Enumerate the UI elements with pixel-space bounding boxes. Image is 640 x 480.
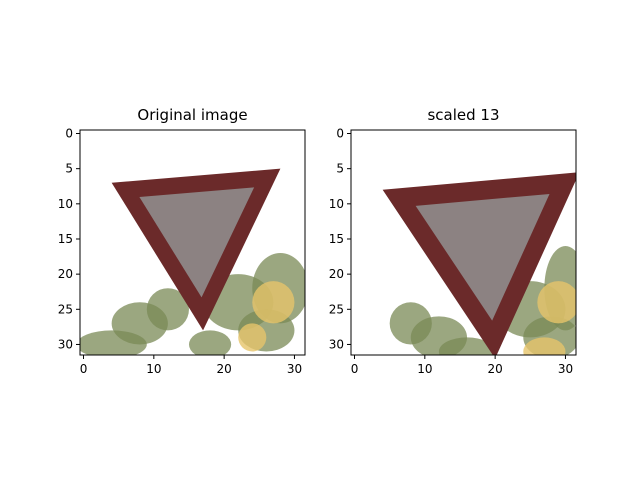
y-tick-label: 30 (58, 337, 73, 351)
highlight-patch (523, 337, 566, 355)
x-tick-label: 0 (80, 362, 88, 376)
y-tick-label: 5 (65, 162, 73, 176)
y-tick-label: 0 (65, 127, 73, 141)
yield-sign (111, 168, 281, 331)
y-tick-label: 20 (329, 267, 344, 281)
x-tick-label: 10 (146, 362, 161, 376)
panel-title: scaled 13 (427, 106, 499, 124)
highlight-patch (252, 281, 295, 324)
x-axis: 0 10 20 30 (351, 355, 573, 376)
foliage-patch (146, 288, 189, 331)
image-area (80, 168, 305, 355)
panel-title: Original image (137, 106, 247, 124)
yield-sign (382, 172, 576, 355)
highlight-patch (238, 323, 267, 352)
x-tick-label: 20 (217, 362, 232, 376)
sign-inner (139, 187, 255, 298)
panel-scaled: scaled 13 0 10 20 30 0 5 10 15 20 25 30 (329, 106, 577, 376)
y-tick-label: 25 (329, 302, 344, 316)
panel-original: Original image 0 10 20 30 0 5 10 15 20 25 30 (58, 106, 306, 376)
y-axis: 0 5 10 15 20 25 30 (58, 127, 80, 351)
y-tick-label: 10 (329, 197, 344, 211)
x-tick-label: 10 (417, 362, 432, 376)
foliage-patch (188, 330, 232, 355)
background-scene (389, 246, 576, 355)
x-tick-label: 30 (287, 362, 302, 376)
y-tick-label: 0 (336, 127, 344, 141)
axes-frame (350, 129, 577, 356)
y-tick-label: 15 (329, 232, 344, 246)
sign-inner (415, 193, 550, 321)
image-area (382, 172, 576, 355)
y-tick-label: 15 (58, 232, 73, 246)
y-tick-label: 25 (58, 302, 73, 316)
highlight-patch (537, 281, 576, 324)
x-tick-label: 0 (351, 362, 359, 376)
x-axis: 0 10 20 30 (80, 355, 302, 376)
foliage-patch (80, 330, 147, 355)
axes-frame (79, 129, 306, 356)
y-tick-label: 20 (58, 267, 73, 281)
y-tick-label: 5 (336, 162, 344, 176)
x-tick-label: 30 (558, 362, 573, 376)
y-tick-label: 30 (329, 337, 344, 351)
background-scene (80, 253, 305, 355)
y-tick-label: 10 (58, 197, 73, 211)
foliage-patch (438, 337, 496, 355)
y-axis: 0 5 10 15 20 25 30 (329, 127, 351, 351)
x-tick-label: 20 (488, 362, 503, 376)
